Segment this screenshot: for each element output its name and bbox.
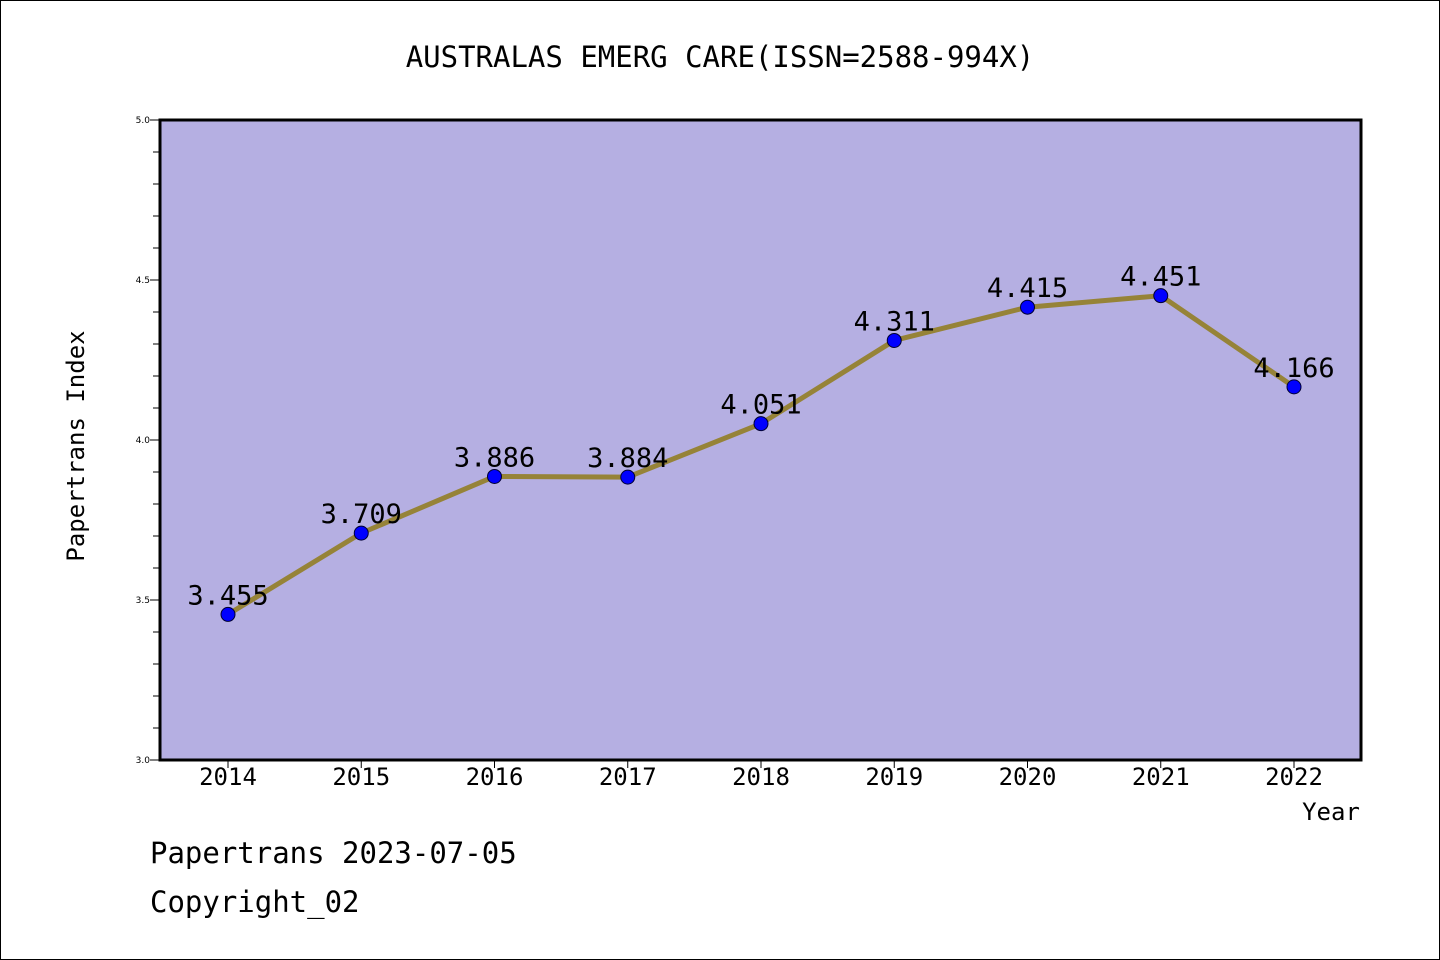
plot-area <box>160 120 1361 760</box>
data-label: 4.166 <box>1253 353 1334 384</box>
data-label: 3.884 <box>587 443 668 474</box>
data-label: 3.886 <box>454 442 535 473</box>
data-point <box>353 525 369 541</box>
y-tick-label: 5.0 <box>136 116 151 126</box>
x-tick-label: 2018 <box>732 763 790 791</box>
data-point <box>620 469 636 485</box>
y-axis: 3.0 3.5 4.0 4.5 5.0 <box>136 116 160 766</box>
data-point <box>753 416 769 432</box>
data-markers <box>220 288 1302 622</box>
y-tick-label: 4.0 <box>136 436 151 446</box>
data-point <box>220 606 236 622</box>
data-point <box>1020 299 1035 315</box>
data-point <box>1153 288 1169 304</box>
y-tick-label: 4.5 <box>136 276 150 286</box>
x-tick-label: 2019 <box>865 763 923 791</box>
x-tick-label: 2022 <box>1265 763 1323 791</box>
data-label: 4.451 <box>1120 262 1201 293</box>
x-tick-label: 2020 <box>999 763 1057 791</box>
footer-date: Papertrans 2023-07-05 <box>150 836 517 870</box>
data-label: 3.455 <box>187 580 268 611</box>
x-tick-label: 2015 <box>332 763 390 791</box>
y-axis-title: Papertrans Index <box>62 330 90 561</box>
y-tick-label: 3.5 <box>136 596 150 606</box>
x-tick-label: 2021 <box>1132 763 1190 791</box>
data-labels: 3.455 3.709 3.886 3.884 4.051 4.311 4.415 4.451… <box>187 262 1334 612</box>
x-tick-label: 2016 <box>466 763 524 791</box>
data-point <box>1286 379 1302 395</box>
footer-copyright: Copyright_02 <box>150 885 360 919</box>
x-tick-label: 2017 <box>599 763 657 791</box>
x-tick-label: 2014 <box>199 763 257 791</box>
x-axis: 2014 2015 2016 2017 2018 2019 2020 2021 2022 <box>199 760 1323 791</box>
plot-border <box>158 118 1363 762</box>
data-label: 4.415 <box>987 273 1068 304</box>
data-point <box>487 468 502 484</box>
chart-title: AUSTRALAS EMERG CARE(ISSN=2588-994X) <box>406 40 1035 74</box>
x-axis-title: Year <box>1302 798 1360 826</box>
data-label: 4.051 <box>720 390 801 421</box>
data-point <box>886 332 902 348</box>
data-label: 4.311 <box>854 306 935 337</box>
data-label: 3.709 <box>321 499 402 530</box>
y-tick-label: 3.0 <box>136 756 151 766</box>
